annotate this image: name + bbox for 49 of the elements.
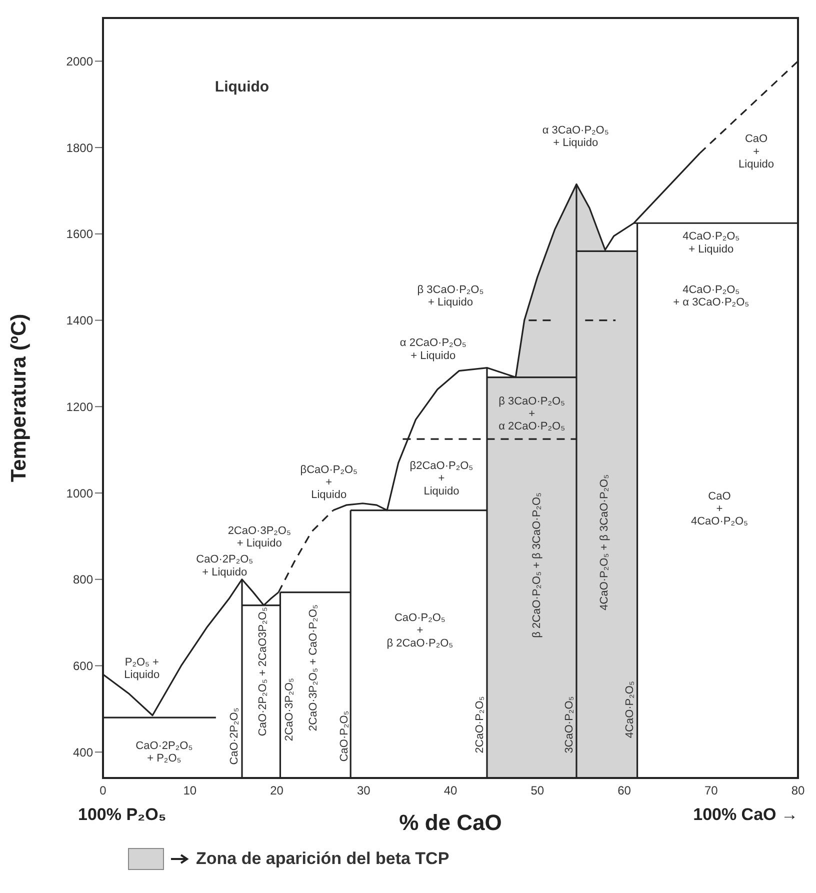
annotation: CaO·P₂O₅ <box>338 710 350 762</box>
y-tick-label: 2000 <box>66 54 94 68</box>
x-axis-title: % de CaO <box>399 810 502 835</box>
y-tick-label: 1600 <box>66 227 94 242</box>
annotation: CaO·2P₂O₅ + P₂O₅ <box>136 740 193 765</box>
annotation: α 3CaO·P₂O₅ + Liquido <box>542 124 609 149</box>
annotation: CaO·2P₂O₅ <box>228 708 241 765</box>
x-tick-label: 20 <box>270 784 284 798</box>
x-tick-label: 40 <box>444 784 458 798</box>
annotation: β 3CaO·P₂O₅ + Liquido <box>417 284 484 309</box>
annotation: 4CaO·P₂O₅ <box>624 681 636 738</box>
x-tick-label: 30 <box>356 784 371 798</box>
annotation: CaO·2P₂O₅ + 2CaO3P₂O₅ <box>257 607 270 736</box>
annotation: β 2CaO·P₂O₅ + β 3CaO·P₂O₅ <box>530 492 543 638</box>
annotation: 4CaO·P₂O₅ + α 3CaO·P₂O₅ <box>673 284 750 309</box>
annotation: CaO + Liquido <box>738 133 774 170</box>
x-tick-label: 80 <box>791 784 805 798</box>
annotation: CaO + 4CaO·P₂O₅ <box>690 490 748 528</box>
annotation: β2CaO·P₂O₅ + Liquido <box>410 460 474 498</box>
annotation: 4CaO·P₂O₅ + β 3CaO·P₂O₅ <box>598 474 610 610</box>
text: 100% P₂O₅ <box>78 805 166 824</box>
y-tick-label: 1400 <box>66 314 94 328</box>
x-tick-label: 10 <box>183 784 197 798</box>
annotation: 2CaO·3P₂O₅ + Liquido <box>228 524 291 550</box>
annotation: βCaO·P₂O₅ + Liquido <box>300 464 358 502</box>
y-tick-label: 800 <box>72 572 94 587</box>
x-tick-label: 60 <box>618 784 632 798</box>
y-tick-label: 400 <box>72 745 94 760</box>
annotation: Liquido <box>214 78 270 96</box>
annotation: β 3CaO·P₂O₅ + α 2CaO·P₂O₅ <box>498 395 566 433</box>
annotation: 2CaO·3P₂O₅ <box>283 678 296 742</box>
annotation: 2CaO·P₂O₅ <box>474 696 486 754</box>
y-axis-title: Temperatura (ºC) <box>7 314 30 482</box>
x-tick-label: 50 <box>530 784 544 798</box>
x-tick-label: 0 <box>100 784 107 798</box>
annotation: 2CaO·3P₂O₅ + CaO·P₂O₅ <box>308 604 320 732</box>
annotation: CaO·P₂O₅ + β 2CaO·P₂O₅ <box>386 612 454 650</box>
y-tick-label: 1200 <box>66 400 94 414</box>
annotation: α 2CaO·P₂O₅ + Liquido <box>400 337 466 362</box>
y-tick-label: 1000 <box>66 486 94 500</box>
annotation: CaO·2P₂O₅ + Liquido <box>196 554 254 578</box>
annotation: 3CaO·P₂O₅ <box>564 696 576 754</box>
text: 100% CaO → <box>693 805 798 824</box>
annotation: 4CaO·P₂O₅ + Liquido <box>682 230 740 256</box>
y-tick-label: 600 <box>72 658 94 673</box>
annotation: P₂O₅ + Liquido <box>124 656 160 681</box>
x-tick-label: 70 <box>704 784 718 798</box>
text: Zona de aparición del beta TCP <box>196 849 450 869</box>
y-tick-label: 1800 <box>66 140 94 155</box>
